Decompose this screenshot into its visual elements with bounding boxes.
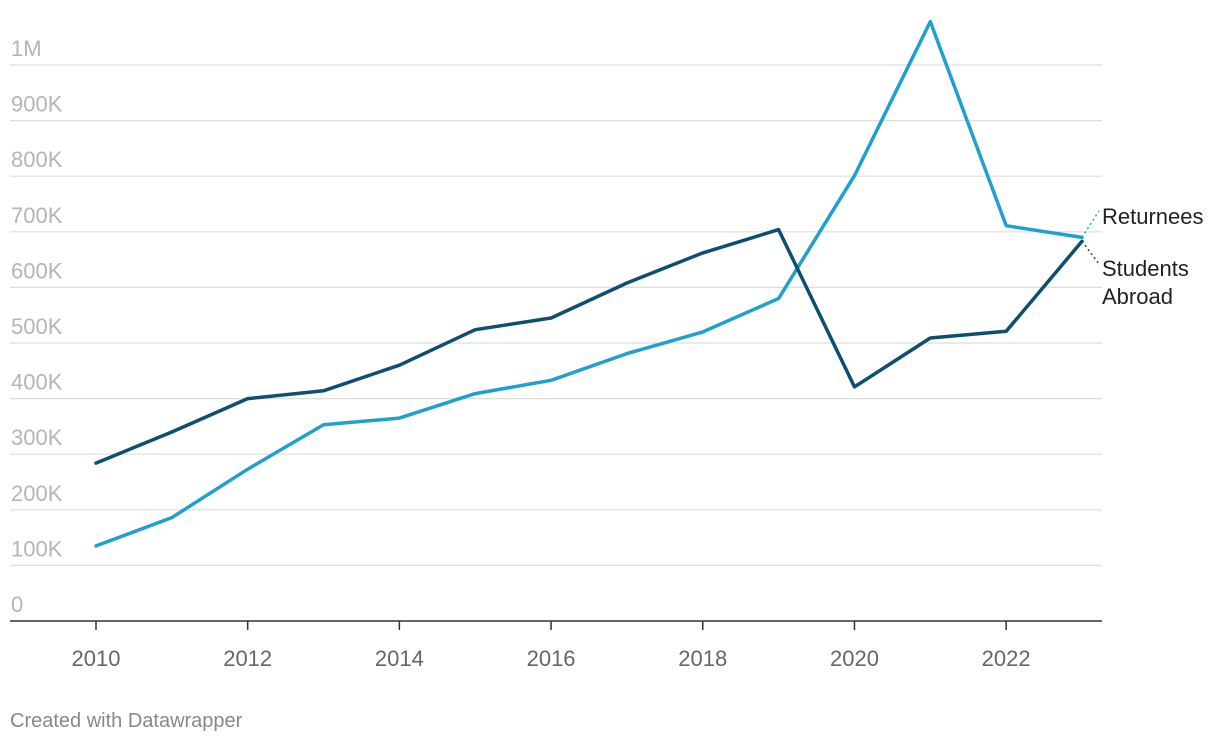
y-tick-label: 700K bbox=[11, 203, 63, 228]
y-tick-label: 200K bbox=[11, 481, 63, 506]
x-axis: 2010 2012 2014 2016 2018 2020 2022 bbox=[10, 620, 1102, 671]
series-label-students-abroad: Students Abroad bbox=[1102, 256, 1189, 309]
y-tick-label: 800K bbox=[11, 147, 63, 172]
y-tick-label: 400K bbox=[11, 370, 63, 395]
x-tick-label: 2020 bbox=[830, 646, 879, 671]
series-lines bbox=[94, 19, 1084, 548]
label-connector-returnees bbox=[1081, 210, 1100, 238]
footer-credit: Created with Datawrapper bbox=[10, 710, 243, 732]
series-label-returnees: Returnees bbox=[1102, 204, 1204, 229]
y-tick-label: 0 bbox=[11, 592, 23, 617]
series-labels: Returnees Students Abroad bbox=[1081, 204, 1204, 309]
series-line-returnees bbox=[94, 19, 1084, 548]
series-label-line: Students bbox=[1102, 256, 1189, 281]
series-label-line: Abroad bbox=[1102, 284, 1173, 309]
series-label-line: Returnees bbox=[1102, 204, 1204, 229]
y-tick-label: 600K bbox=[11, 258, 63, 283]
y-tick-label: 900K bbox=[11, 92, 63, 117]
label-connector-students-abroad bbox=[1081, 240, 1100, 265]
y-tick-label: 1M bbox=[11, 36, 42, 61]
x-tick-label: 2022 bbox=[982, 646, 1031, 671]
y-tick-label: 500K bbox=[11, 314, 63, 339]
gridlines: 0 100K 200K 300K 400K 500K 600K 700K 800K 900K 1M bbox=[10, 36, 1102, 617]
x-tick-label: 2010 bbox=[72, 646, 121, 671]
y-tick-label: 100K bbox=[11, 536, 63, 561]
series-line-students-abroad bbox=[94, 227, 1084, 465]
x-tick-label: 2014 bbox=[375, 646, 424, 671]
x-tick-label: 2012 bbox=[223, 646, 272, 671]
y-tick-label: 300K bbox=[11, 425, 63, 450]
x-tick-label: 2018 bbox=[678, 646, 727, 671]
x-tick-label: 2016 bbox=[527, 646, 576, 671]
